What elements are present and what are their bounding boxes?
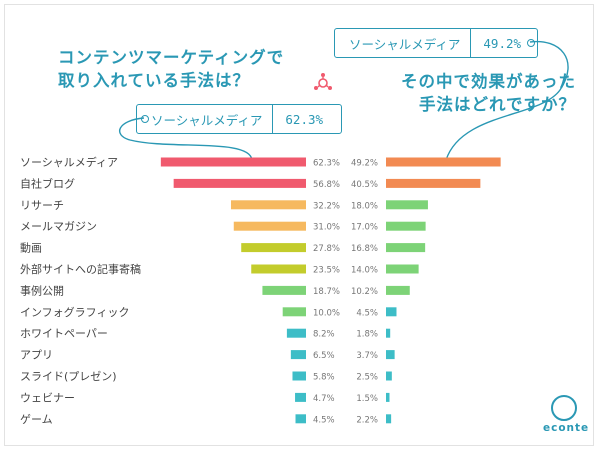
- value-label-right: 4.5%: [356, 308, 378, 318]
- value-label-right: 40.5%: [351, 180, 378, 190]
- econte-logo-text: econte: [543, 422, 590, 434]
- category-label: ゲーム: [20, 413, 53, 426]
- value-label-right: 49.2%: [351, 159, 378, 169]
- bar-left: [295, 392, 306, 402]
- bar-right: [386, 307, 397, 317]
- category-label: 事例公開: [20, 283, 64, 297]
- value-label-left: 6.5%: [313, 351, 335, 361]
- value-label-right: 14.0%: [351, 266, 378, 276]
- bar-left: [241, 243, 306, 253]
- value-label-left: 10.0%: [313, 308, 340, 318]
- bar-left: [286, 328, 306, 338]
- value-label-left: 62.3%: [313, 159, 340, 169]
- value-label-right: 1.5%: [356, 394, 378, 404]
- network-icon: [314, 73, 332, 90]
- bar-left: [251, 264, 306, 274]
- value-label-left: 31.0%: [313, 223, 340, 233]
- bar-right: [386, 157, 501, 167]
- right-question-title: その中で効果があった 手法はどれですか？: [401, 72, 576, 114]
- econte-logo-mark: [551, 395, 577, 421]
- value-label-left: 32.2%: [313, 201, 340, 211]
- bar-left: [292, 371, 306, 381]
- value-label-left: 4.5%: [313, 415, 335, 425]
- left-tag-hole: [141, 115, 149, 123]
- value-label-left: 56.8%: [313, 180, 340, 190]
- left-tag-value: 62.3%: [272, 105, 335, 133]
- category-label: スライド(プレゼン): [20, 370, 117, 383]
- category-label: アプリ: [20, 349, 53, 362]
- value-label-right: 1.8%: [356, 330, 378, 340]
- bar-right: [386, 414, 392, 424]
- bar-left: [262, 285, 306, 295]
- right-tag-string: [445, 40, 569, 161]
- value-label-right: 2.2%: [356, 415, 378, 425]
- right-tag-label: ソーシャルメディア: [349, 36, 461, 52]
- category-label: メールマガジン: [20, 220, 97, 233]
- value-label-left: 27.8%: [313, 244, 340, 254]
- value-label-left: 23.5%: [313, 266, 340, 276]
- bar-left: [230, 200, 306, 210]
- bar-right: [386, 392, 390, 402]
- bar-left: [295, 414, 306, 424]
- bar-left: [282, 307, 306, 317]
- bar-right: [386, 243, 426, 253]
- value-label-right: 16.8%: [351, 244, 378, 254]
- category-label: インフォグラフィック: [20, 305, 129, 319]
- right-tag-hole: [527, 39, 535, 47]
- value-label-left: 18.7%: [313, 287, 340, 297]
- bar-right: [386, 371, 392, 381]
- bar-left: [173, 178, 306, 188]
- value-label-left: 4.7%: [313, 394, 335, 404]
- bar-right: [386, 285, 410, 295]
- category-label: 外部サイトへの記事寄稿: [20, 262, 141, 276]
- category-label: 自社ブログ: [20, 176, 75, 190]
- category-label: 動画: [20, 241, 42, 255]
- bar-left: [160, 157, 306, 167]
- right-highlight-tag: ソーシャルメディア 49.2%: [334, 28, 538, 58]
- category-label: ホワイトペーパー: [20, 327, 108, 340]
- bar-right: [386, 178, 481, 188]
- value-label-left: 8.2%: [313, 330, 335, 340]
- category-label: ソーシャルメディア: [20, 155, 118, 169]
- bar-left: [233, 221, 306, 231]
- value-label-left: 5.8%: [313, 373, 335, 383]
- left-tag-label: ソーシャルメディア: [151, 112, 263, 128]
- value-label-right: 2.5%: [356, 373, 378, 383]
- bar-left: [290, 350, 306, 360]
- category-label: リサーチ: [20, 199, 64, 212]
- bar-right: [386, 328, 391, 338]
- bar-right: [386, 221, 426, 231]
- value-label-right: 17.0%: [351, 223, 378, 233]
- bar-right: [386, 200, 428, 210]
- bar-right: [386, 264, 419, 274]
- value-label-right: 3.7%: [356, 351, 378, 361]
- bar-right: [386, 350, 395, 360]
- left-tag-string: [118, 117, 253, 161]
- left-question-title: コンテンツマーケティングで 取り入れている手法は？: [58, 48, 285, 90]
- value-label-right: 10.2%: [351, 287, 378, 297]
- category-label: ウェビナー: [20, 391, 75, 404]
- right-tag-value: 49.2%: [470, 29, 533, 57]
- value-label-right: 18.0%: [351, 201, 378, 211]
